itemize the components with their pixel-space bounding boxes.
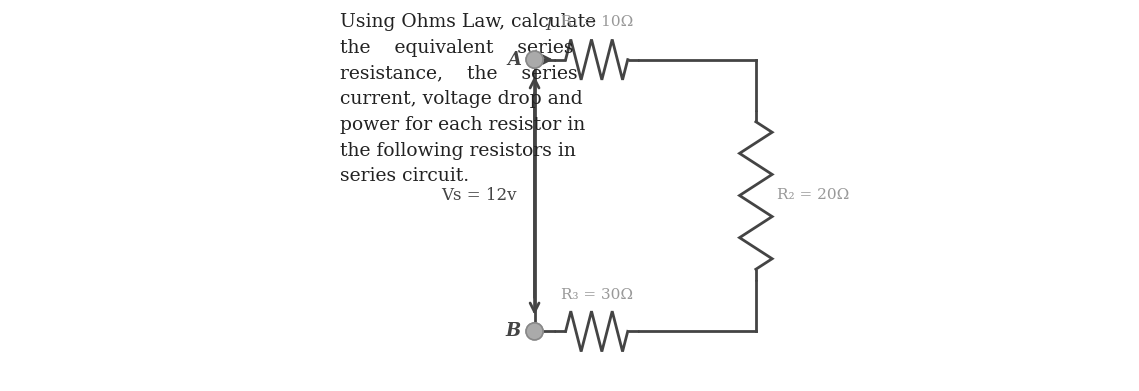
- Text: R₁ = 10Ω: R₁ = 10Ω: [560, 14, 633, 29]
- Text: Vs = 12v: Vs = 12v: [442, 187, 517, 204]
- Circle shape: [526, 51, 543, 68]
- Circle shape: [526, 323, 543, 340]
- Text: Using Ohms Law, calculate
the    equivalent    series
resistance,    the    seri: Using Ohms Law, calculate the equivalent…: [339, 13, 596, 185]
- Text: R₂ = 20Ω: R₂ = 20Ω: [777, 188, 850, 203]
- Text: I: I: [544, 17, 551, 34]
- Text: A: A: [507, 50, 521, 69]
- Text: R₃ = 30Ω: R₃ = 30Ω: [560, 288, 632, 302]
- Text: B: B: [506, 322, 521, 341]
